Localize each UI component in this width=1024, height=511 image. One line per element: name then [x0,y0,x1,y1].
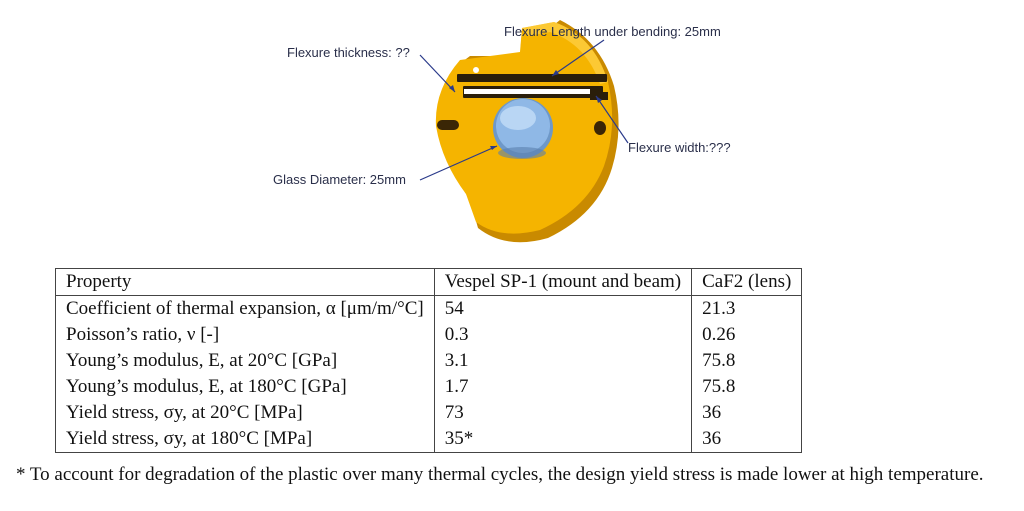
row-caf2-value: 21.3 [691,295,803,322]
row-property: Young’s modulus, E, at 20°C [GPa] [55,348,435,374]
row-vespel-value: 54 [433,295,693,322]
flexure-length-label: Flexure Length under bending: 25mm [504,24,721,39]
arrow-heads [449,70,602,150]
row-caf2-value: 36 [691,426,803,453]
flexure-slots [457,74,608,100]
row-caf2-value: 75.8 [691,374,803,400]
glass-diameter-label: Glass Diameter: 25mm [273,172,406,187]
table-row: Young’s modulus, E, at 20°C [GPa] 3.1 75… [55,348,803,374]
row-vespel-value: 0.3 [433,322,693,348]
right-hole [594,121,606,135]
row-vespel-value: 35* [433,426,693,453]
table-row: Yield stress, σy, at 180°C [MPa] 35* 36 [55,426,803,453]
table-row: Poisson’s ratio, ν [-] 0.3 0.26 [55,322,803,348]
row-vespel-value: 1.7 [433,374,693,400]
lens [493,98,553,159]
table-row: Coefficient of thermal expansion, α [μm/… [55,295,803,322]
header-property: Property [55,268,435,296]
left-hole [437,120,459,130]
flexure-thickness-label: Flexure thickness: ?? [287,45,410,60]
row-caf2-value: 0.26 [691,322,803,348]
properties-table: Property Vespel SP-1 (mount and beam) Ca… [55,268,803,453]
row-vespel-value: 73 [433,400,693,426]
row-property: Coefficient of thermal expansion, α [μm/… [55,295,435,322]
table-header-row: Property Vespel SP-1 (mount and beam) Ca… [55,268,803,296]
table-row: Yield stress, σy, at 20°C [MPa] 73 36 [55,400,803,426]
row-caf2-value: 36 [691,400,803,426]
row-property: Yield stress, σy, at 180°C [MPa] [55,426,435,453]
header-caf2: CaF2 (lens) [691,268,803,296]
header-vespel: Vespel SP-1 (mount and beam) [433,268,693,296]
table-row: Young’s modulus, E, at 180°C [GPa] 1.7 7… [55,374,803,400]
row-caf2-value: 75.8 [691,348,803,374]
row-property: Yield stress, σy, at 20°C [MPa] [55,400,435,426]
table-footnote: * To account for degradation of the plas… [16,464,984,485]
mount-figure [419,20,629,243]
row-property: Poisson’s ratio, ν [-] [55,322,435,348]
row-vespel-value: 3.1 [433,348,693,374]
callout-arrows [419,39,629,181]
row-property: Young’s modulus, E, at 180°C [GPa] [55,374,435,400]
flexure-width-label: Flexure width:??? [628,140,731,155]
